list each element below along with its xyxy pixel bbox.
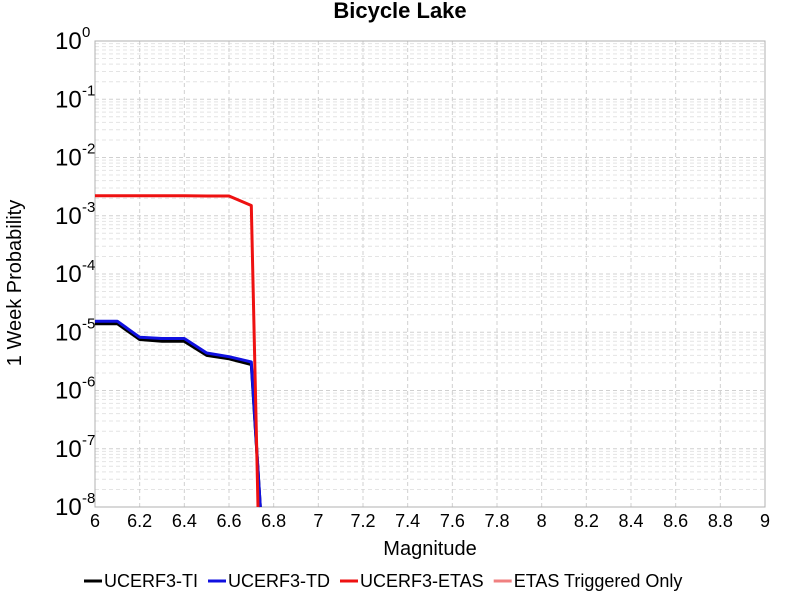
y-tick-label: 10 -7 <box>55 432 95 463</box>
legend-label: UCERF3-ETAS <box>360 571 484 591</box>
x-tick-label: 8.6 <box>663 511 688 531</box>
y-tick-label: 10 -3 <box>55 199 95 230</box>
x-tick-label: 8.2 <box>574 511 599 531</box>
y-tick-exponent: -7 <box>82 432 95 449</box>
y-tick-exponent: -3 <box>82 199 95 216</box>
x-tick-label: 8 <box>537 511 547 531</box>
legend-item-etas-triggered-only: ETAS Triggered Only <box>493 571 683 591</box>
chart-title: Bicycle Lake <box>333 0 466 23</box>
y-tick-label: 10 -5 <box>55 315 95 346</box>
legend: UCERF3-TI UCERF3-TD UCERF3-ETAS ETAS Trigge… <box>84 571 682 591</box>
y-tick-label: 10 -2 <box>55 141 95 172</box>
series-line-ucerf3-ti <box>95 322 262 508</box>
x-tick-label: 8.8 <box>708 511 733 531</box>
legend-label: UCERF3-TD <box>228 571 330 591</box>
x-tick-label: 6.8 <box>261 511 286 531</box>
grid <box>94 40 766 508</box>
series-layer <box>95 194 262 508</box>
x-tick-label: 6.2 <box>127 511 152 531</box>
y-tick-base: 10 <box>55 319 82 346</box>
x-tick-label: 6 <box>90 511 100 531</box>
y-tick-label: 10 -1 <box>55 82 95 113</box>
y-tick-exponent: -8 <box>82 490 95 507</box>
y-tick-base: 10 <box>55 145 82 172</box>
y-tick-exponent: -5 <box>82 315 95 332</box>
y-tick-exponent: -2 <box>82 141 95 158</box>
x-tick-label: 7.4 <box>395 511 420 531</box>
y-tick-base: 10 <box>55 86 82 113</box>
x-tick-label: 7.6 <box>440 511 465 531</box>
x-tick-label: 6.4 <box>172 511 197 531</box>
legend-item-ucerf3-etas: UCERF3-ETAS <box>340 571 484 591</box>
series-line-ucerf3-td <box>95 319 262 508</box>
x-axis-label: Magnitude <box>383 538 476 560</box>
y-tick-label: 10 -4 <box>55 257 95 288</box>
legend-label: UCERF3-TI <box>104 571 198 591</box>
x-tick-label: 8.4 <box>618 511 643 531</box>
legend-item-ucerf3-ti: UCERF3-TI <box>84 571 198 591</box>
y-tick-base: 10 <box>55 436 82 463</box>
y-tick-base: 10 <box>55 378 82 405</box>
x-tick-label: 7.2 <box>350 511 375 531</box>
legend-label: ETAS Triggered Only <box>514 571 683 591</box>
series-line-ucerf3-etas <box>95 194 260 508</box>
y-tick-exponent: -6 <box>82 374 95 391</box>
plot-frame <box>94 40 766 508</box>
y-tick-base: 10 <box>55 203 82 230</box>
y-tick-base: 10 <box>55 261 82 288</box>
y-tick-exponent: -1 <box>82 82 95 99</box>
legend-item-ucerf3-td: UCERF3-TD <box>208 571 330 591</box>
y-tick-label: 10 -8 <box>55 490 95 521</box>
x-tick-labels: 6 6.2 6.4 6.6 6.8 7 7.2 7.4 7.6 7.8 8 8.2 8.4 8.6 8.8 9 <box>90 511 770 531</box>
y-tick-base: 10 <box>55 28 82 55</box>
y-tick-exponent: -4 <box>82 257 95 274</box>
y-tick-label: 10 0 <box>55 24 90 55</box>
y-tick-label: 10 -6 <box>55 374 95 405</box>
y-axis-label: 1 Week Probability <box>4 200 26 366</box>
y-tick-exponent: 0 <box>82 24 90 41</box>
x-tick-label: 9 <box>760 511 770 531</box>
x-tick-label: 7 <box>313 511 323 531</box>
x-tick-label: 7.8 <box>484 511 509 531</box>
y-tick-base: 10 <box>55 494 82 521</box>
x-tick-label: 6.6 <box>216 511 241 531</box>
